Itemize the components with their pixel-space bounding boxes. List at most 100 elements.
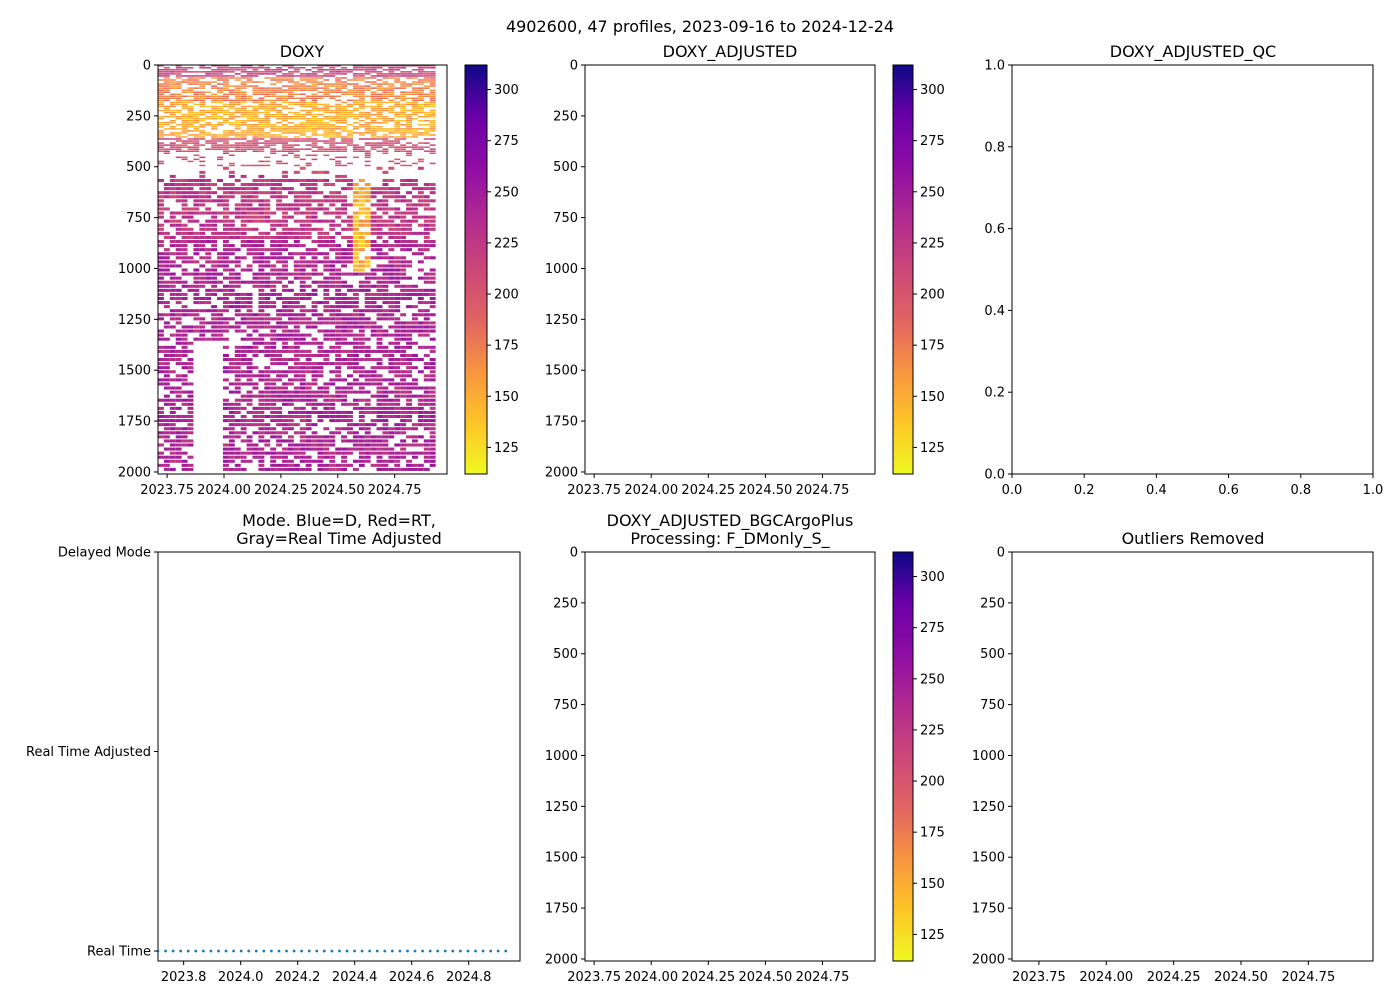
doxy-cell — [270, 325, 277, 329]
doxy-cell — [299, 382, 306, 386]
doxy-cell — [382, 272, 389, 276]
doxy-cell — [382, 459, 389, 463]
doxy-cell — [400, 353, 407, 357]
doxy-cell — [341, 260, 348, 264]
doxy-cell — [282, 455, 288, 459]
doxy-cell — [234, 276, 241, 280]
doxy-cell — [411, 410, 418, 414]
doxy-cell — [158, 95, 164, 98]
doxy-cell — [287, 207, 294, 211]
doxy-cell — [411, 132, 418, 134]
doxy-cell — [228, 410, 235, 414]
doxy-cell — [406, 419, 412, 423]
doxy-cell — [258, 67, 265, 69]
doxy-cell — [299, 87, 306, 89]
doxy-cell — [370, 101, 377, 104]
doxy-cell — [311, 309, 318, 313]
doxy-cell — [382, 288, 389, 292]
doxy-cell — [181, 296, 188, 301]
doxy-cell — [352, 423, 359, 427]
doxy-cell — [211, 69, 218, 71]
doxy-cell — [169, 443, 176, 447]
doxy-cell — [388, 406, 395, 410]
doxy-cell — [335, 91, 342, 93]
doxy-cell — [258, 284, 265, 288]
doxy-cell — [240, 317, 247, 321]
doxy-cell — [352, 91, 359, 93]
doxy-cell — [187, 366, 194, 370]
doxy-cell — [358, 317, 365, 321]
doxy-cell — [175, 439, 182, 443]
doxy-cell — [163, 414, 170, 419]
doxy-cell — [276, 431, 283, 435]
doxy-cell — [211, 337, 218, 341]
doxy-cell — [252, 345, 259, 349]
doxy-cell — [305, 124, 312, 126]
doxy-cell — [240, 353, 247, 357]
doxy-cell — [388, 370, 395, 374]
doxy-cell — [175, 459, 182, 463]
doxy-cell — [246, 132, 253, 134]
doxy-cell — [382, 93, 389, 96]
doxy-cell — [370, 95, 377, 98]
doxy-cell — [193, 115, 200, 118]
doxy-cell — [317, 207, 324, 211]
doxy-cell — [311, 227, 318, 231]
doxy-cell — [323, 451, 330, 455]
doxy-cell — [323, 170, 330, 174]
doxy-cell — [335, 244, 342, 248]
doxy-cell — [293, 89, 300, 91]
doxy-cell — [305, 136, 312, 138]
doxy-cell — [382, 170, 389, 174]
doxy-cell — [370, 227, 377, 231]
doxy-cell — [406, 121, 412, 124]
doxy-cell — [358, 203, 365, 207]
doxy-cell — [287, 358, 294, 362]
doxy-cell — [293, 276, 300, 280]
doxy-cell — [305, 73, 312, 75]
y-tick-label: 500 — [553, 160, 578, 175]
doxy-cell — [228, 284, 235, 288]
doxy-cell — [311, 219, 318, 223]
doxy-cell — [423, 345, 430, 349]
doxy-cell — [252, 130, 259, 132]
doxy-cell — [382, 91, 389, 93]
doxy-cell — [276, 451, 283, 455]
doxy-cell — [252, 325, 259, 329]
doxy-cell — [394, 113, 401, 116]
doxy-cell — [406, 451, 412, 455]
doxy-cell — [270, 124, 277, 126]
doxy-cell — [258, 239, 265, 244]
doxy-cell — [335, 121, 342, 124]
doxy-cell — [376, 427, 383, 431]
doxy-cell — [193, 138, 200, 140]
doxy-cell — [323, 134, 330, 136]
doxy-cell — [246, 264, 253, 268]
doxy-cell — [287, 459, 294, 463]
mode-point — [315, 949, 319, 953]
doxy-cell — [364, 231, 371, 235]
doxy-cell — [158, 252, 164, 256]
doxy-cell — [199, 183, 206, 187]
doxy-cell — [287, 439, 294, 443]
doxy-cell — [228, 252, 235, 256]
doxy-cell — [287, 370, 294, 374]
doxy-cell — [341, 459, 348, 463]
doxy-cell — [364, 406, 371, 410]
doxy-heatmap-cells — [158, 65, 436, 471]
doxy-cell — [347, 203, 353, 207]
doxy-cell — [417, 406, 424, 410]
doxy-cell — [246, 128, 253, 130]
doxy-cell — [370, 268, 377, 272]
doxy-cell — [382, 276, 389, 280]
doxy-cell — [347, 239, 353, 244]
doxy-cell — [169, 119, 176, 122]
doxy-cell — [423, 394, 430, 398]
doxy-cell — [187, 109, 194, 112]
doxy-cell — [187, 358, 194, 362]
doxy-cell — [411, 134, 418, 136]
doxy-cell — [423, 427, 430, 431]
doxy-cell — [423, 447, 430, 451]
doxy-cell — [376, 105, 383, 108]
doxy-cell — [329, 105, 336, 108]
